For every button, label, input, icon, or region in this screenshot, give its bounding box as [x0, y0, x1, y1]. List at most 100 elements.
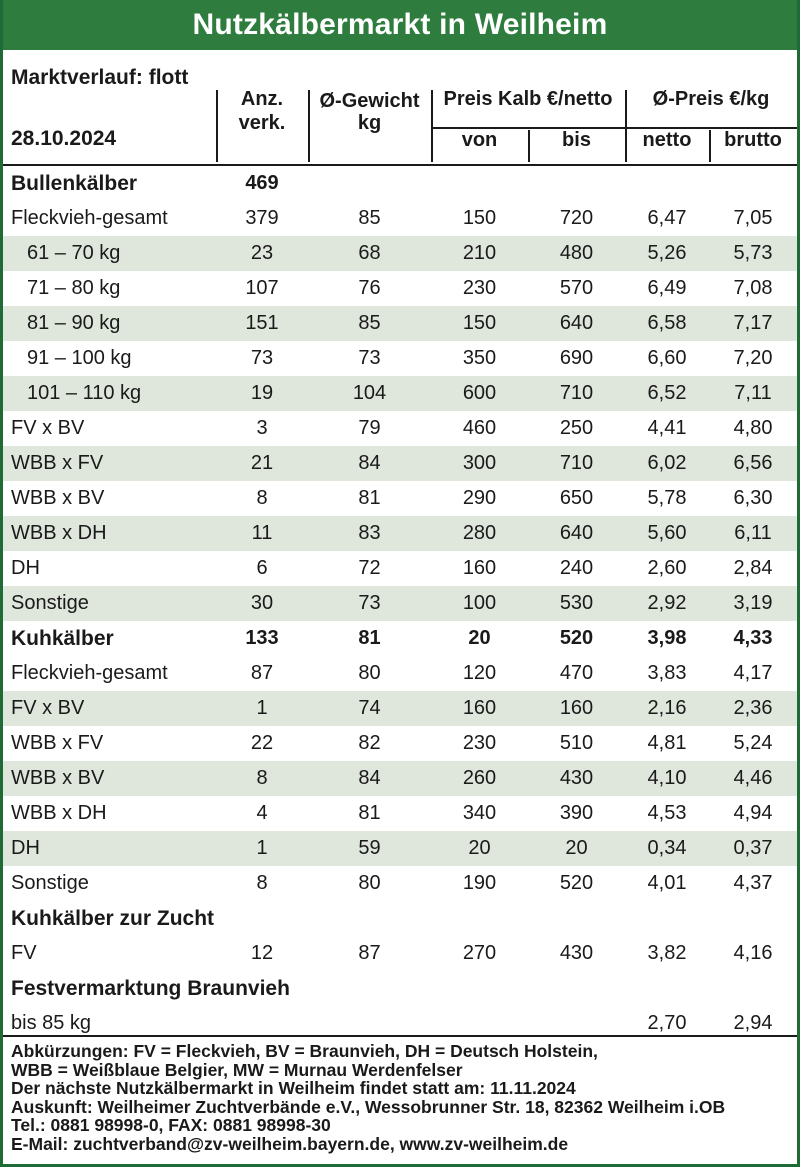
- cell-netto: 6,02: [647, 452, 687, 474]
- cell-von: 100: [462, 592, 497, 614]
- row-label: Sonstige: [11, 592, 89, 614]
- footer-phone: Tel.: 0881 98998-0, FAX: 0881 98998-30: [11, 1115, 331, 1135]
- cell-netto: 3,98: [647, 627, 687, 649]
- table-row: Fleckvieh-gesamt 379 85 150 720 6,47 7,05: [3, 201, 797, 236]
- footer-abbreviations: Abkürzungen: FV = Fleckvieh, BV = Braunv…: [11, 1041, 598, 1061]
- cell-netto: 5,78: [647, 487, 687, 509]
- table-row: Sonstige 8 80 190 520 4,01 4,37: [3, 866, 797, 901]
- row-label: Kuhkälber zur Zucht: [11, 907, 215, 930]
- row-label: FV x BV: [11, 417, 85, 439]
- divider: [216, 90, 218, 162]
- table-row: DH 1 59 20 20 0,34 0,37: [3, 831, 797, 866]
- cell-netto: 3,82: [647, 942, 687, 964]
- header-preis-kg: Ø-Preis €/kg: [652, 88, 770, 110]
- footer-abbreviations-2: WBB = Weißblaue Belgier, MW = Murnau Wer…: [11, 1059, 463, 1080]
- table-header: Marktverlauf: flott 28.10.2024 Anz. verk…: [3, 50, 797, 166]
- table-row: FV 12 87 270 430 3,82 4,16: [3, 936, 797, 971]
- cell-anz: 1: [256, 837, 268, 859]
- cell-brutto: 4,80: [733, 417, 773, 439]
- header-anz-1: Anz.: [240, 88, 284, 110]
- cell-gewicht: 83: [358, 522, 381, 544]
- row-label: DH: [11, 557, 40, 579]
- cell-bis: 650: [559, 487, 594, 509]
- cell-von: 340: [462, 802, 497, 824]
- footer-contact: Auskunft: Weilheimer Zuchtverbände e.V.,…: [11, 1096, 726, 1117]
- cell-von: 160: [462, 697, 497, 719]
- cell-netto: 3,83: [647, 662, 687, 684]
- report-date: 28.10.2024: [11, 127, 117, 150]
- row-label: Fleckvieh-gesamt: [11, 662, 168, 684]
- cell-brutto: 4,94: [733, 802, 773, 824]
- cell-gewicht: 79: [358, 417, 381, 439]
- footer-next-market: Der nächste Nutzkälbermarkt in Weilheim …: [11, 1078, 576, 1098]
- cell-bis: 640: [559, 312, 594, 334]
- table-row: Fleckvieh-gesamt 87 80 120 470 3,83 4,17: [3, 656, 797, 691]
- cell-bis: 430: [559, 767, 594, 789]
- cell-brutto: 4,46: [733, 767, 773, 789]
- cell-gewicht: 74: [358, 697, 381, 719]
- cell-bis: 250: [559, 417, 594, 439]
- header-gewicht-2: kg: [357, 112, 382, 134]
- cell-netto: 4,10: [647, 767, 687, 789]
- cell-von: 290: [462, 487, 497, 509]
- cell-anz: 87: [250, 662, 274, 684]
- row-label: 81 – 90 kg: [27, 312, 121, 334]
- row-label: WBB x BV: [11, 487, 105, 509]
- cell-von: 600: [462, 382, 497, 404]
- cell-netto: 4,41: [647, 417, 687, 439]
- cell-brutto: 4,17: [733, 662, 773, 684]
- cell-gewicht: 73: [358, 592, 381, 614]
- cell-netto: 5,60: [647, 522, 687, 544]
- cell-anz: 8: [256, 487, 268, 509]
- table-row: Bullenkälber 469: [3, 166, 797, 201]
- cell-netto: 4,53: [647, 802, 687, 824]
- cell-gewicht: 104: [352, 382, 387, 404]
- cell-netto: 2,70: [647, 1012, 687, 1034]
- table-row: WBB x DH 4 81 340 390 4,53 4,94: [3, 796, 797, 831]
- cell-bis: 710: [559, 382, 594, 404]
- cell-von: 300: [462, 452, 497, 474]
- row-label: WBB x BV: [11, 767, 105, 789]
- cell-gewicht: 85: [358, 207, 381, 229]
- divider: [431, 127, 797, 129]
- cell-bis: 720: [559, 207, 594, 229]
- cell-netto: 6,49: [647, 277, 687, 299]
- cell-bis: 20: [565, 837, 588, 859]
- row-label: Fleckvieh-gesamt: [11, 207, 168, 229]
- table-row: Kuhkälber zur Zucht: [3, 901, 797, 936]
- data-table: Bullenkälber 469 Fleckvieh-gesamt 379 85 150 7…: [3, 166, 797, 1041]
- cell-netto: 6,52: [647, 382, 687, 404]
- cell-bis: 710: [559, 452, 594, 474]
- cell-gewicht: 72: [358, 557, 381, 579]
- cell-bis: 530: [559, 592, 594, 614]
- table-row: WBB x FV 22 82 230 510 4,81 5,24: [3, 726, 797, 761]
- cell-brutto: 4,16: [733, 942, 773, 964]
- header-gewicht-1: Ø-Gewicht: [319, 90, 420, 112]
- cell-bis: 430: [559, 942, 594, 964]
- cell-anz: 1: [256, 697, 268, 719]
- table-row: Kuhkälber 133 81 20 520 3,98 4,33: [3, 621, 797, 656]
- cell-von: 270: [462, 942, 497, 964]
- row-label: bis 85 kg: [11, 1012, 92, 1034]
- table-row: 101 – 110 kg 19 104 600 710 6,52 7,11: [3, 376, 797, 411]
- table-row: DH 6 72 160 240 2,60 2,84: [3, 551, 797, 586]
- row-label: Kuhkälber: [11, 627, 114, 650]
- cell-netto: 6,47: [647, 207, 687, 229]
- cell-gewicht: 81: [358, 487, 381, 509]
- cell-anz: 469: [245, 172, 279, 194]
- cell-brutto: 7,17: [733, 312, 773, 334]
- cell-gewicht: 76: [358, 277, 381, 299]
- cell-netto: 4,81: [647, 732, 687, 754]
- cell-anz: 8: [256, 872, 268, 894]
- cell-brutto: 5,24: [733, 732, 773, 754]
- divider: [709, 130, 711, 162]
- cell-anz: 21: [250, 452, 274, 474]
- row-label: 61 – 70 kg: [27, 242, 121, 264]
- cell-bis: 520: [559, 627, 594, 649]
- cell-brutto: 5,73: [733, 242, 773, 264]
- cell-bis: 640: [559, 522, 594, 544]
- cell-anz: 30: [250, 592, 274, 614]
- cell-anz: 379: [245, 207, 279, 229]
- cell-bis: 480: [559, 242, 594, 264]
- cell-brutto: 2,84: [733, 557, 773, 579]
